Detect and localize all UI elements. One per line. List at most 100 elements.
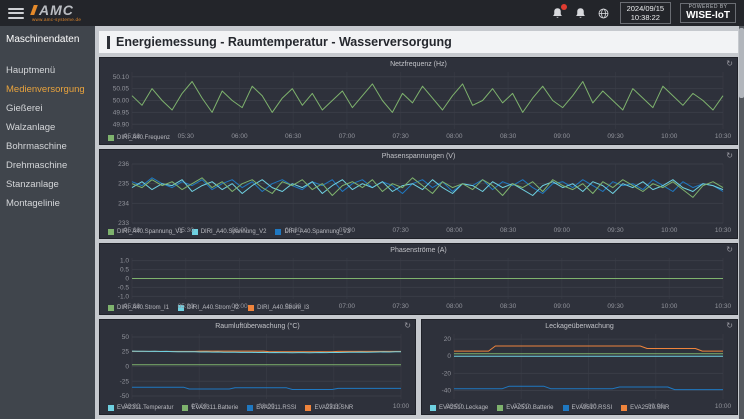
- legend-item[interactable]: DIRI_A40.Strom_I2: [178, 305, 239, 311]
- legend-item[interactable]: DIRI_A40.Spannung_V2: [191, 229, 266, 235]
- svg-text:09:00: 09:00: [554, 133, 571, 140]
- legend-item[interactable]: DIRI_A40.Spannung_V3: [275, 229, 350, 235]
- date-text: 2024/09/15: [626, 3, 665, 13]
- globe-icon[interactable]: [597, 6, 611, 20]
- wise-iot-label: WISE-IoT: [686, 10, 730, 22]
- svg-text:05:30: 05:30: [178, 133, 195, 140]
- amc-logo-text: AMC: [32, 3, 81, 17]
- legend-label: EVA2311.Batterie: [191, 405, 239, 411]
- refresh-icon[interactable]: ↻: [726, 245, 733, 254]
- legend-item[interactable]: DIRI_A40.Strom_I1: [108, 305, 169, 311]
- svg-text:49.95: 49.95: [113, 109, 130, 116]
- svg-text:10:30: 10:30: [715, 303, 732, 310]
- svg-text:234: 234: [118, 200, 129, 207]
- legend-swatch: [108, 229, 114, 235]
- chart-plot[interactable]: 06:00 07:00 08:00 09:00 10:00 50 25 0 -25 -50: [104, 331, 411, 410]
- svg-text:05:30: 05:30: [178, 303, 195, 310]
- legend-item[interactable]: EVA2311.SNR: [305, 405, 353, 411]
- svg-text:-1.0: -1.0: [118, 293, 130, 300]
- chart-legend: DIRI_A40.Spannung_V1 DIRI_A40.Spannung_V2…: [100, 228, 737, 238]
- legend-label: DIRI_A40.Spannung_V3: [284, 229, 351, 235]
- sidebar-item-montagelinie[interactable]: Montagelinie: [6, 198, 60, 209]
- legend-label: DIRI_A40.Strom_I1: [117, 305, 170, 311]
- svg-text:-40: -40: [442, 387, 452, 394]
- topbar: AMC www.amc-systeme.de 2024/09/15 10:38:…: [0, 0, 744, 26]
- scrollbar-thumb[interactable]: [739, 28, 744, 98]
- refresh-icon[interactable]: ↻: [726, 59, 733, 68]
- legend-swatch: [108, 135, 114, 141]
- svg-text:08:30: 08:30: [500, 227, 517, 234]
- page-title: Energiemessung - Raumtemperatur - Wasser…: [116, 35, 452, 49]
- svg-text:08:00: 08:00: [446, 227, 463, 234]
- svg-text:1.0: 1.0: [120, 258, 129, 265]
- legend-item[interactable]: DIRI_A40.Strom_I3: [248, 305, 309, 311]
- sidebar-header: Maschinendaten: [6, 34, 80, 45]
- svg-text:05:00: 05:00: [124, 303, 141, 310]
- svg-text:0.5: 0.5: [120, 267, 129, 274]
- svg-text:09:30: 09:30: [607, 133, 624, 140]
- refresh-icon[interactable]: ↻: [726, 151, 733, 160]
- svg-text:-20: -20: [442, 370, 452, 377]
- svg-text:-0.5: -0.5: [118, 284, 130, 291]
- svg-text:10:00: 10:00: [715, 403, 732, 410]
- legend-item[interactable]: EVA2510.Leckage: [430, 405, 488, 411]
- chart-plot[interactable]: 06:00 07:00 08:00 09:00 10:00 20 0 -20 -40: [426, 331, 733, 410]
- svg-text:-50: -50: [120, 393, 130, 400]
- chart-plot[interactable]: 05:00 05:30 06:00 06:30 07:00 07:30 08:00 08:30…: [104, 69, 733, 140]
- refresh-icon[interactable]: ↻: [726, 321, 733, 330]
- sidebar-item-hauptmenu[interactable]: Hauptmenü: [6, 65, 56, 76]
- legend-swatch: [247, 405, 254, 411]
- svg-text:0: 0: [125, 276, 129, 283]
- chart-plot[interactable]: 05:00 05:30 06:00 06:30 07:00 07:30 08:00 08:30…: [104, 161, 733, 234]
- vertical-scrollbar[interactable]: [739, 26, 744, 419]
- powered-by-label: POWERED BY: [688, 3, 728, 10]
- amc-logo[interactable]: AMC www.amc-systeme.de: [32, 3, 81, 23]
- legend-item[interactable]: DIRI_A40.Frequenz: [108, 135, 170, 141]
- chart-legend: EVA2311.Temperatur EVA2311.Batterie EVA231…: [100, 404, 415, 414]
- svg-text:06:30: 06:30: [285, 227, 302, 234]
- chart-title: Raumluftüberwachung (°C): [215, 323, 300, 330]
- legend-label: DIRI_A40.Strom_I2: [187, 305, 240, 311]
- sidebar-item-giesserei[interactable]: Gießerei: [6, 103, 43, 114]
- svg-text:50.10: 50.10: [113, 74, 130, 81]
- legend-swatch: [621, 405, 628, 411]
- svg-text:09:30: 09:30: [607, 227, 624, 234]
- legend-label: EVA2510.Batterie: [506, 405, 554, 411]
- sidebar-item-stanzanlage[interactable]: Stanzanlage: [6, 179, 59, 190]
- legend-item[interactable]: DIRI_A40.Spannung_V1: [108, 229, 183, 235]
- chart-legend: DIRI_A40.Frequenz: [100, 134, 737, 144]
- chart-netzfrequenz: Netzfrequenz (Hz) ↻ 05:00 05:30 06:00 06:30…: [99, 57, 738, 145]
- legend-item[interactable]: EVA2311.Temperatur: [108, 405, 173, 411]
- sidebar-item-bohrmaschine[interactable]: Bohrmaschine: [6, 141, 67, 152]
- menu-icon[interactable]: [8, 7, 24, 19]
- svg-text:10:00: 10:00: [661, 133, 678, 140]
- svg-text:06:00: 06:00: [231, 227, 248, 234]
- svg-text:05:00: 05:00: [124, 133, 141, 140]
- sidebar-item-medienversorgung[interactable]: Medienversorgung: [6, 84, 85, 95]
- legend-item[interactable]: EVA2311.RSSI: [247, 405, 296, 411]
- sidebar-item-drehmaschine[interactable]: Drehmaschine: [6, 160, 68, 171]
- refresh-icon[interactable]: ↻: [404, 321, 411, 330]
- svg-text:236: 236: [118, 161, 129, 168]
- legend-swatch: [178, 305, 185, 311]
- legend-item[interactable]: EVA2510.Batterie: [497, 405, 554, 411]
- svg-text:07:30: 07:30: [392, 227, 409, 234]
- chart-phasenstroeme: Phasenströme (A) ↻ 05:00 05:30 06:00 06:30 0…: [99, 243, 738, 315]
- svg-text:07:00: 07:00: [513, 403, 530, 410]
- legend-item[interactable]: EVA2510.SNR: [621, 405, 669, 411]
- sidebar-item-walzanlage[interactable]: Walzanlage: [6, 122, 56, 133]
- chart-legend: EVA2510.Leckage EVA2510.Batterie EVA2510.R…: [422, 404, 737, 414]
- chart-plot[interactable]: 05:00 05:30 06:00 06:30 07:00 07:30 08:00 08:30…: [104, 255, 733, 310]
- legend-item[interactable]: EVA2311.Batterie: [182, 405, 238, 411]
- bell-icon[interactable]: [574, 6, 588, 20]
- svg-text:06:00: 06:00: [231, 303, 248, 310]
- powered-by-badge: POWERED BY WISE-IoT: [680, 2, 736, 24]
- chart-title: Leckageüberwachung: [545, 323, 614, 330]
- svg-text:-25: -25: [120, 378, 130, 385]
- svg-text:05:30: 05:30: [178, 227, 195, 234]
- svg-text:06:00: 06:00: [231, 133, 248, 140]
- alarm-bell-icon[interactable]: [551, 4, 567, 20]
- legend-swatch: [275, 229, 282, 235]
- svg-text:50.00: 50.00: [113, 98, 130, 105]
- legend-item[interactable]: EVA2510.RSSI: [562, 405, 612, 411]
